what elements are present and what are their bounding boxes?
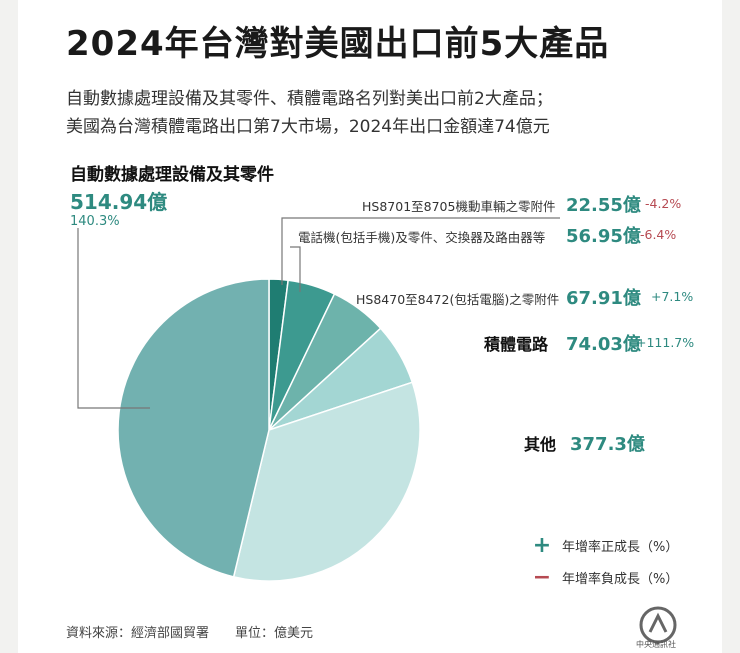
plus-icon: + (532, 533, 552, 558)
legend-positive-label: 年增率正成長（%） (562, 540, 679, 555)
ic-value: 74.03億 (566, 334, 641, 355)
ic-label: 積體電路 (484, 335, 549, 354)
pie-slice-4 (232, 381, 421, 582)
cna-logo-icon (639, 606, 677, 644)
leader-line-adp (77, 228, 150, 409)
source-footer: 資料來源：經濟部國貿署 單位：億美元 (66, 626, 314, 641)
phone-label: 電話機(包括手機)及零件、交換器及路由器等 (298, 230, 546, 245)
left-margin (0, 0, 18, 653)
leader-line-phone (290, 246, 301, 292)
adp-label-growth: 140.3% (70, 214, 120, 229)
vehicle-parts-label: HS8701至8705機動車輛之零附件 (362, 199, 556, 214)
legend-negative: − 年增率負成長（%） (530, 565, 679, 590)
subtitle-line-1: 自動數據處理設備及其零件、積體電路名列對美出口前2大產品； (66, 89, 553, 109)
phone-value: 56.95億 (566, 226, 641, 247)
vehicle-parts-value: 22.55億 (566, 195, 641, 216)
chart-title: 2024年台灣對美國出口前5大產品 (66, 24, 610, 64)
other-value: 377.3億 (570, 434, 645, 455)
legend-positive: + 年增率正成長（%） (530, 533, 679, 558)
computer-parts-value: 67.91億 (566, 288, 641, 309)
subtitle-line-2: 美國為台灣積體電路出口第7大市場，2024年出口金額達74億元 (66, 117, 550, 137)
right-margin (722, 0, 740, 653)
minus-icon: − (532, 565, 552, 590)
vehicle-parts-growth: -4.2% (645, 196, 682, 211)
leader-line-vehicle (281, 217, 560, 285)
computer-parts-growth: +7.1% (651, 289, 694, 304)
phone-growth: -6.4% (640, 227, 677, 242)
adp-label-value: 514.94億 (70, 190, 168, 214)
pie-slice-5 (117, 278, 270, 578)
adp-label-name: 自動數據處理設備及其零件 (70, 165, 274, 185)
computer-parts-label: HS8470至8472(包括電腦)之零附件 (356, 292, 560, 307)
logo-caption: 中央通訊社 (636, 640, 676, 649)
other-label: 其他 (524, 435, 557, 454)
ic-growth: +111.7% (636, 335, 695, 350)
legend-negative-label: 年增率負成長（%） (562, 572, 679, 587)
